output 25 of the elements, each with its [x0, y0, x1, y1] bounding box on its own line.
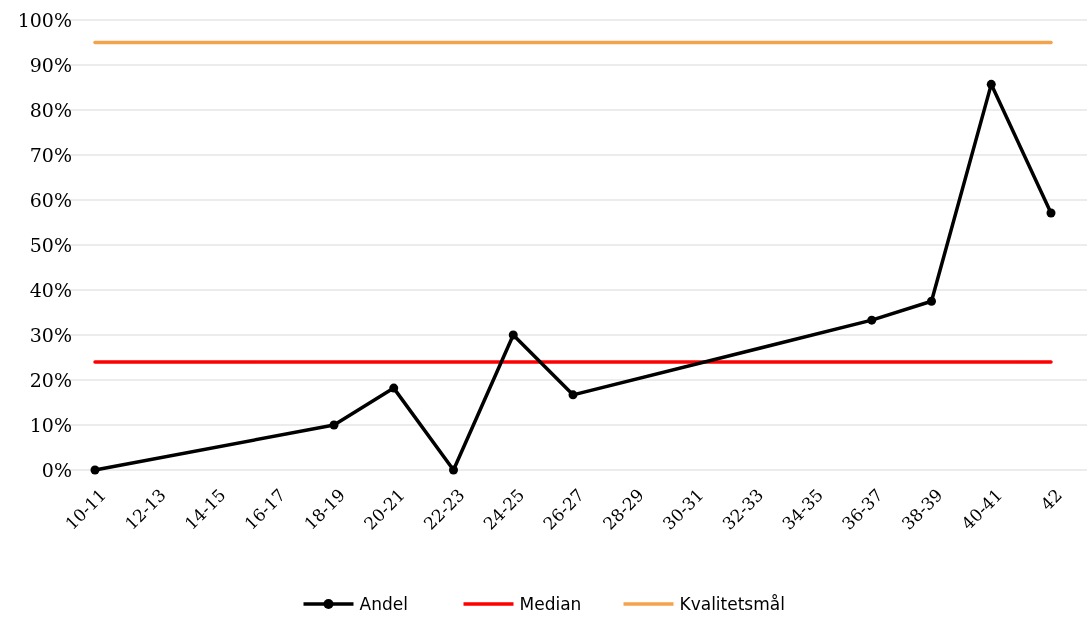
point: [508, 330, 518, 340]
y-tick-label: 20%: [29, 368, 72, 391]
point: [389, 383, 399, 393]
y-tick-label: 60%: [29, 188, 72, 211]
y-tick-label: 80%: [29, 98, 72, 121]
y-tick-label: 100%: [17, 8, 72, 31]
point: [568, 390, 578, 400]
legend-label: Kvalitetsmål: [679, 593, 785, 614]
point: [90, 465, 100, 475]
point: [927, 296, 936, 306]
y-tick-label: 30%: [29, 323, 72, 346]
y-tick-label: 50%: [29, 233, 72, 256]
point: [1046, 208, 1056, 218]
point: [449, 465, 458, 475]
y-tick-label: 10%: [29, 413, 72, 436]
y-tick-label: 70%: [29, 143, 72, 166]
y-tick-label: 0%: [41, 458, 72, 481]
point: [867, 315, 877, 325]
x-tick-label: 42: [1036, 484, 1067, 515]
point: [986, 79, 996, 89]
legend-label: Median: [519, 593, 582, 614]
y-tick-label: 40%: [29, 278, 72, 301]
point: [329, 420, 339, 430]
y-tick-label: 90%: [29, 53, 72, 76]
legend-label: Andel: [359, 593, 408, 614]
